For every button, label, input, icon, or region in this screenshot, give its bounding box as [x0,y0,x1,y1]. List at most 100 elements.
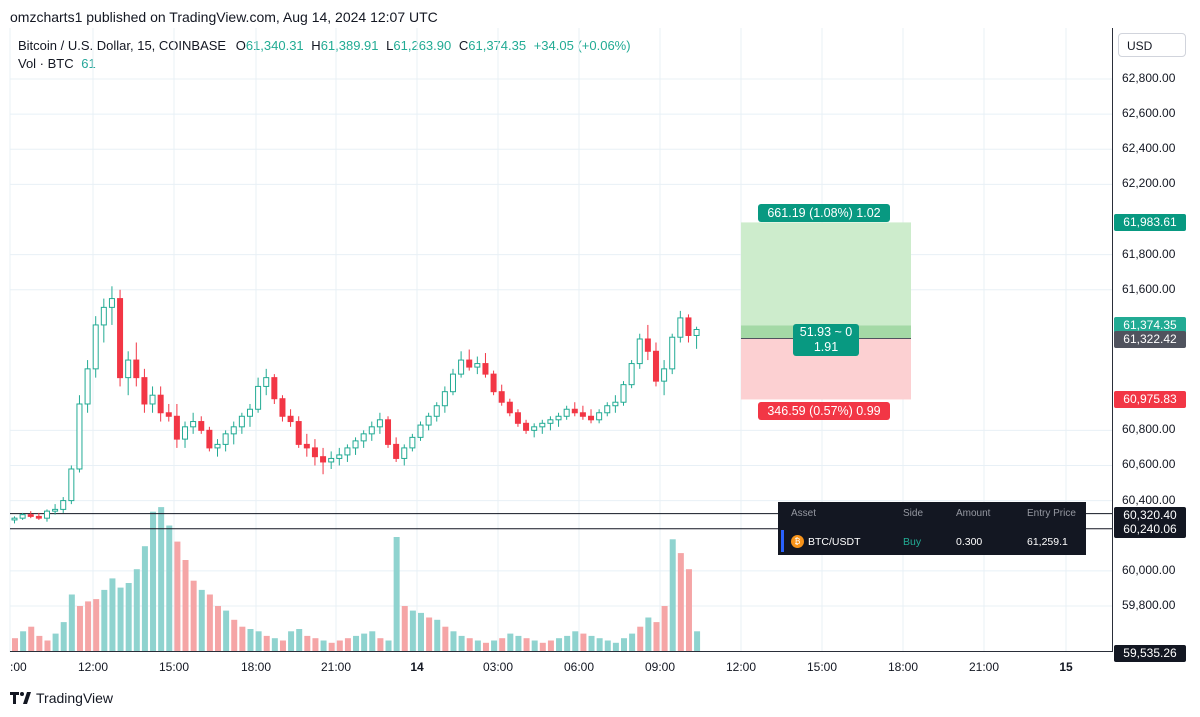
panel-asset[interactable]: BTC/USDT [808,536,861,548]
volume-bar [125,583,132,652]
candle-body [303,443,310,449]
volume-bar [572,631,579,652]
volume-bar [596,638,603,652]
volume-bar [669,539,676,652]
x-axis-tick: 15 [1059,660,1073,674]
volume-bar [547,640,554,652]
volume-bar [117,587,124,652]
volume-bar [206,594,213,652]
candle-body [449,373,456,393]
candle-body [76,403,83,470]
candle-body [393,443,400,459]
candle-body [206,429,213,449]
candle-body [677,317,684,338]
volume-bar [263,635,270,652]
candle-body [661,368,668,382]
volume-bar [385,640,392,652]
candle-body [190,421,197,428]
candle-body [320,456,327,463]
candle-body [149,394,156,405]
currency-button[interactable]: USD [1118,33,1186,57]
candle-body [173,415,180,440]
volume-bar [604,640,611,652]
volume-bar [279,640,286,652]
position-center-label[interactable]: 51.93 ~ 0 1.91 [793,324,859,356]
x-axis-tick: 15:00 [806,660,838,674]
volume-bar [271,638,278,652]
volume-bar [101,589,108,652]
candle-body [547,419,554,424]
candle-body [117,298,124,379]
panel-side: Buy [903,536,922,548]
close-label: C [458,38,469,53]
stop-label[interactable]: 346.59 (0.57%) 0.99 [758,402,890,420]
volume-bar [458,635,465,652]
volume-bar [515,635,522,652]
candle-body [230,426,237,435]
volume-bar [52,633,59,652]
price-tag: 61,322.42 [1114,330,1186,348]
candle-body [52,508,59,512]
center-label-line2: 1.91 [813,340,839,354]
volume-bar [361,633,368,652]
panel-entry-price: 61,259.1 [1027,536,1068,548]
volume-legend: Vol · BTC 61 [18,56,96,71]
volume-bar [621,638,627,652]
candle-body [466,359,473,368]
candle-body [360,433,367,442]
candle-body [506,401,513,414]
candle-body [27,514,34,517]
price-tag-value: 60,240.06 [1123,521,1177,536]
volume-bar [133,569,140,652]
x-axis-tick: 21:00 [320,660,352,674]
volume-bar [336,640,343,652]
target-label[interactable]: 661.19 (1.08%) 1.02 [758,204,890,222]
volume-bar [434,619,441,652]
candle-body [352,440,359,449]
price-tag-value: 60,975.83 [1123,392,1177,407]
y-axis-tick: 62,600.00 [1122,106,1176,121]
candle-body [596,412,603,421]
candle-body [563,408,570,417]
x-axis-tick: 12:00 [725,660,757,674]
candle-body [693,329,700,336]
volume-bar [685,569,692,652]
panel-header-amount: Amount [956,508,991,519]
y-axis-tick: 62,400.00 [1122,141,1176,156]
candle-body [490,373,497,393]
candle-body [271,377,278,400]
candle-body [498,391,505,403]
candle-body [19,514,26,519]
candle-body [620,384,627,403]
candle-body [222,433,229,445]
candle-body [295,421,302,445]
tradingview-logo[interactable]: TradingView [10,690,113,706]
volume-bar [677,553,684,652]
volume-bar [418,612,424,652]
candle-body [198,421,205,431]
volume-bar [60,622,67,652]
plot-frame [10,28,1113,652]
x-axis-tick: 21:00 [968,660,1000,674]
price-tag-value: 61,374.35 [1123,318,1177,333]
candle-body [531,426,538,431]
volume-bar [653,622,660,652]
y-axis-tick: 62,800.00 [1122,71,1176,85]
panel-header-side: Side [903,508,924,519]
volume-bar [174,541,181,652]
volume-bar [539,642,546,652]
candle-body [328,457,335,463]
volume-bar [328,642,335,652]
candle-body [523,422,530,431]
volume-bar [296,629,303,652]
volume-bar [482,642,489,652]
volume-bar [76,606,83,652]
x-axis-tick: 18:00 [240,660,272,674]
panel-header-asset: Asset [791,508,817,519]
candle-body [246,408,253,417]
candle-body [336,454,343,459]
candle-body [141,377,148,405]
candle-body [214,443,221,449]
volume-bar [304,635,311,652]
